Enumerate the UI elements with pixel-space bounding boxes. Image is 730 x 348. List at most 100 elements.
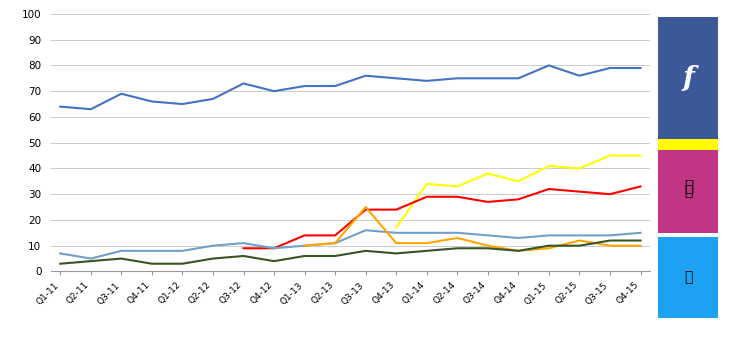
Google+ <box>392 241 401 245</box>
Facebook <box>545 63 553 68</box>
LinkedIn <box>86 259 95 263</box>
Instagram <box>392 207 401 212</box>
Twitter <box>545 233 553 237</box>
LinkedIn <box>331 254 339 258</box>
LinkedIn <box>606 238 615 243</box>
Line: LinkedIn: LinkedIn <box>61 240 640 264</box>
Text: 🐦: 🐦 <box>684 270 693 285</box>
Google+ <box>423 241 431 245</box>
Facebook <box>361 74 370 78</box>
Twitter <box>514 236 523 240</box>
Facebook <box>269 89 278 93</box>
Google+ <box>575 238 584 243</box>
Facebook <box>239 81 248 86</box>
Facebook <box>483 76 492 80</box>
Line: Snapchat: Snapchat <box>396 156 640 228</box>
LinkedIn <box>147 262 156 266</box>
Snapchat <box>453 184 461 189</box>
Snapchat <box>545 164 553 168</box>
Line: Google+: Google+ <box>304 207 640 251</box>
Google+ <box>545 246 553 250</box>
Twitter <box>392 231 401 235</box>
LinkedIn <box>209 256 218 261</box>
Instagram <box>423 195 431 199</box>
Twitter <box>361 228 370 232</box>
LinkedIn <box>453 246 461 250</box>
LinkedIn <box>545 244 553 248</box>
Google+ <box>636 244 645 248</box>
LinkedIn <box>636 238 645 243</box>
Snapchat <box>575 166 584 171</box>
Twitter <box>636 231 645 235</box>
Text: 📷: 📷 <box>684 184 693 198</box>
LinkedIn <box>269 259 278 263</box>
Google+ <box>453 236 461 240</box>
LinkedIn <box>483 246 492 250</box>
Instagram <box>545 187 553 191</box>
Snapchat <box>606 153 615 158</box>
LinkedIn <box>178 262 187 266</box>
Facebook <box>117 92 126 96</box>
LinkedIn <box>300 254 309 258</box>
Twitter <box>239 241 248 245</box>
Snapchat <box>514 179 523 183</box>
LinkedIn <box>392 251 401 255</box>
Twitter <box>147 249 156 253</box>
LinkedIn <box>575 244 584 248</box>
Facebook <box>331 84 339 88</box>
Facebook <box>392 76 401 80</box>
Snapchat <box>636 153 645 158</box>
Google+ <box>606 244 615 248</box>
Twitter <box>209 244 218 248</box>
Text: f: f <box>683 65 694 92</box>
Snapchat <box>392 226 401 230</box>
Instagram <box>269 246 278 250</box>
Twitter <box>423 231 431 235</box>
Facebook <box>606 66 615 70</box>
Facebook <box>86 107 95 111</box>
LinkedIn <box>239 254 248 258</box>
Facebook <box>178 102 187 106</box>
Instagram <box>483 200 492 204</box>
Text: 👻: 👻 <box>684 179 693 194</box>
Instagram <box>606 192 615 196</box>
Line: Twitter: Twitter <box>61 230 640 259</box>
Twitter <box>331 241 339 245</box>
Instagram <box>453 195 461 199</box>
Facebook <box>56 104 65 109</box>
Facebook <box>147 100 156 104</box>
Google+ <box>300 244 309 248</box>
Google+ <box>361 205 370 209</box>
Instagram <box>239 246 248 250</box>
Facebook <box>300 84 309 88</box>
Twitter <box>86 256 95 261</box>
Google+ <box>331 241 339 245</box>
Instagram <box>361 207 370 212</box>
Instagram <box>575 190 584 194</box>
Snapchat <box>483 172 492 176</box>
Snapchat <box>423 182 431 186</box>
Line: Instagram: Instagram <box>244 187 640 248</box>
Google+ <box>514 249 523 253</box>
Twitter <box>300 244 309 248</box>
Instagram <box>300 233 309 237</box>
Facebook <box>453 76 461 80</box>
Twitter <box>453 231 461 235</box>
Google+ <box>483 244 492 248</box>
Facebook <box>575 74 584 78</box>
LinkedIn <box>56 262 65 266</box>
Facebook <box>636 66 645 70</box>
Twitter <box>178 249 187 253</box>
Instagram <box>331 233 339 237</box>
Twitter <box>606 233 615 237</box>
Instagram <box>636 184 645 189</box>
LinkedIn <box>514 249 523 253</box>
Twitter <box>56 251 65 255</box>
Line: Facebook: Facebook <box>61 65 640 109</box>
Twitter <box>483 233 492 237</box>
Twitter <box>575 233 584 237</box>
LinkedIn <box>361 249 370 253</box>
Facebook <box>423 79 431 83</box>
LinkedIn <box>423 249 431 253</box>
Twitter <box>269 246 278 250</box>
